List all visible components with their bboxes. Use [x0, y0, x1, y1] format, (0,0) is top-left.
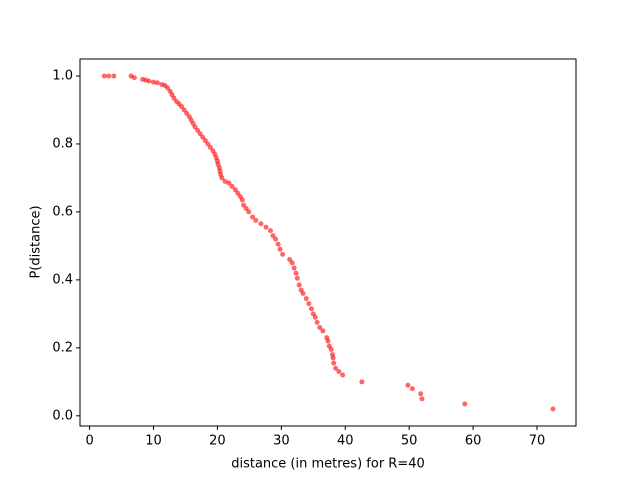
y-axis-label: P(distance): [29, 205, 44, 278]
x-tick-label: 60: [465, 434, 482, 449]
point: [320, 328, 326, 334]
point: [409, 386, 415, 392]
x-tick-label: 40: [337, 434, 354, 449]
point: [229, 183, 235, 189]
point: [246, 209, 252, 215]
point: [418, 391, 424, 397]
point: [328, 347, 334, 353]
point: [405, 382, 411, 388]
y-tick-label: 0.0: [52, 408, 73, 423]
point: [312, 314, 318, 320]
point: [111, 73, 117, 79]
point: [317, 324, 323, 330]
point: [219, 175, 225, 181]
point: [253, 217, 259, 223]
point: [232, 187, 238, 193]
point: [101, 73, 107, 79]
point: [293, 270, 299, 276]
point: [291, 265, 297, 271]
y-tick-label: 0.4: [52, 272, 73, 287]
y-tick-label: 0.6: [52, 204, 73, 219]
point: [200, 134, 206, 140]
point: [273, 236, 279, 242]
x-tick-label: 0: [85, 434, 93, 449]
point: [151, 79, 157, 85]
point: [239, 197, 245, 203]
point: [300, 290, 306, 296]
point: [243, 206, 249, 212]
point: [331, 360, 337, 366]
point: [171, 95, 177, 101]
point: [235, 190, 241, 196]
point: [106, 73, 112, 79]
point: [306, 301, 312, 307]
point: [277, 246, 283, 252]
point: [222, 178, 228, 184]
point: [241, 202, 247, 208]
x-tick-label: 70: [529, 434, 546, 449]
point: [340, 372, 346, 378]
point: [131, 75, 137, 81]
point: [202, 138, 208, 144]
point: [359, 379, 365, 385]
point: [270, 233, 276, 239]
point: [207, 144, 213, 150]
point: [333, 365, 339, 371]
point: [462, 401, 468, 407]
y-tick-label: 1.0: [52, 68, 73, 83]
point: [550, 406, 556, 412]
point: [287, 256, 293, 262]
point: [325, 338, 331, 344]
point: [275, 241, 281, 247]
point: [308, 306, 314, 312]
point: [258, 221, 264, 227]
point: [181, 107, 187, 113]
point: [179, 104, 185, 110]
y-tick-label: 0.2: [52, 340, 73, 355]
point: [263, 224, 269, 230]
x-tick-label: 20: [209, 434, 226, 449]
point: [192, 124, 198, 130]
point: [165, 85, 171, 91]
point: [195, 127, 201, 133]
point: [280, 251, 286, 257]
x-axis-label: distance (in metres) for R=40: [231, 457, 425, 472]
point: [250, 214, 256, 220]
x-tick-label: 50: [401, 434, 418, 449]
point: [419, 396, 425, 402]
point: [267, 228, 273, 234]
point: [226, 180, 232, 186]
point: [154, 80, 160, 86]
point: [330, 355, 336, 361]
point: [205, 141, 211, 147]
point: [184, 110, 190, 116]
point: [296, 282, 302, 288]
point: [336, 369, 342, 375]
x-tick-label: 30: [273, 434, 290, 449]
point: [289, 260, 295, 266]
x-tick-label: 10: [145, 434, 162, 449]
point: [314, 319, 320, 325]
point: [294, 275, 300, 281]
point: [197, 131, 203, 137]
y-tick-label: 0.8: [52, 136, 73, 151]
point: [146, 78, 152, 84]
axes-frame: [79, 58, 577, 427]
point: [303, 296, 309, 302]
